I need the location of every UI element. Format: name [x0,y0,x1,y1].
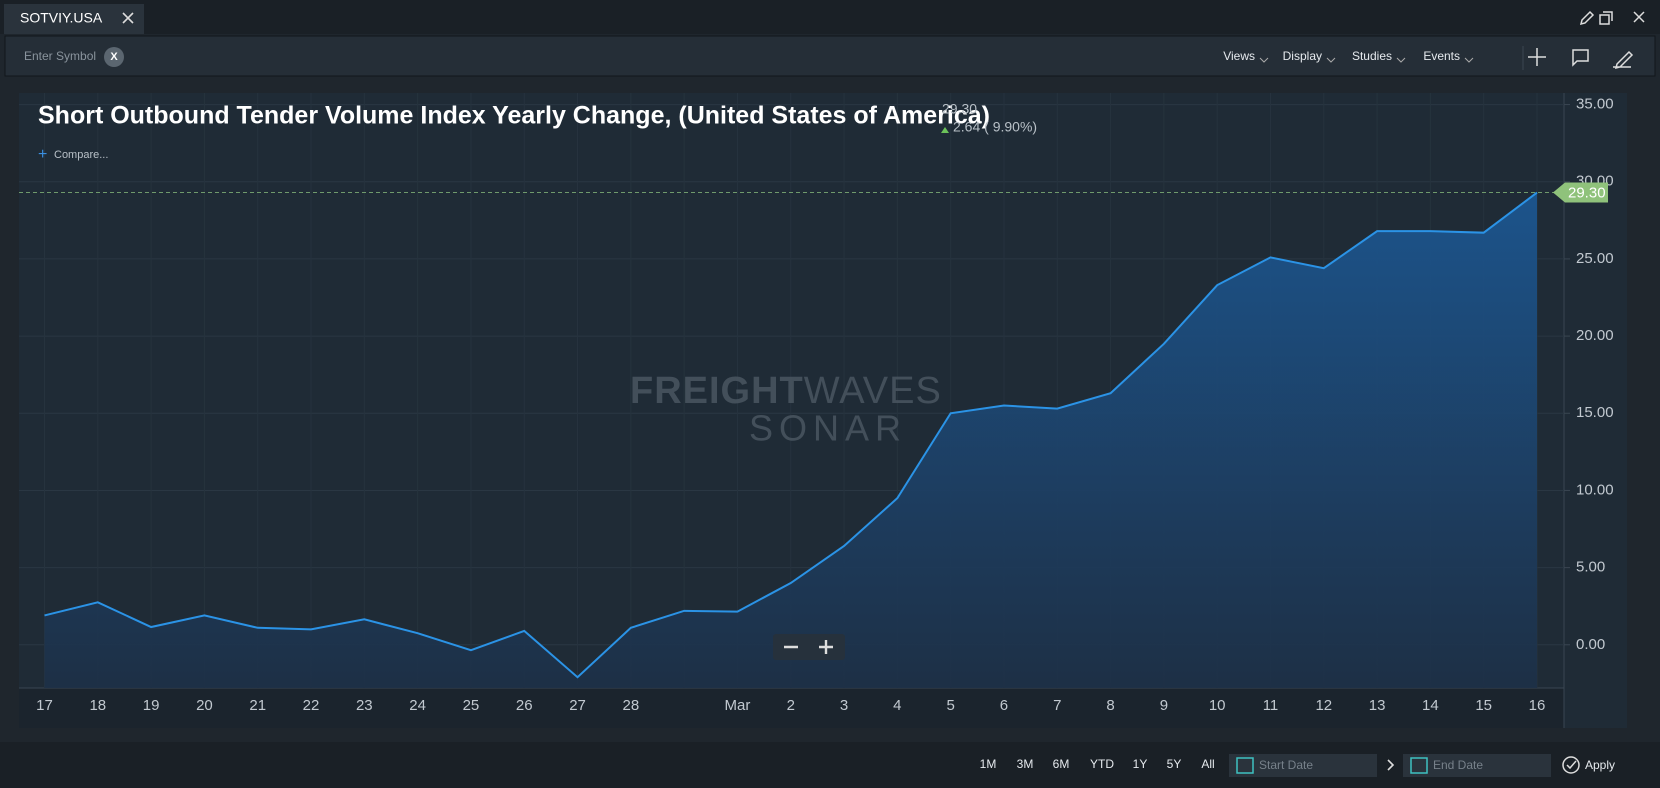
x-tick-label: 26 [516,697,533,714]
date-placeholder: Start Date [1259,758,1313,772]
x-tick-label: 24 [409,697,426,714]
x-tick-label: 12 [1315,697,1332,714]
up-arrow [941,127,949,133]
tab-title: SOTVIY.USA [20,10,103,26]
last-value-tag [1553,182,1608,203]
menu-caret [1396,57,1406,63]
tab-bar [0,0,1660,34]
x-tick-label: 19 [143,697,160,714]
x-tick-label: 22 [303,697,320,714]
menu-caret [1464,57,1474,63]
last-price: 29.30 [942,101,977,117]
zoom-control [773,634,845,660]
x-tick-label: 4 [893,697,901,714]
x-tick-label: 27 [569,697,586,714]
symbol-input[interactable]: Enter Symbol [24,49,96,63]
date-arrow [1387,759,1395,771]
menu[interactable]: Display [1283,49,1322,63]
footer [0,742,1660,788]
menu[interactable]: Events [1423,49,1460,63]
date-input[interactable] [1229,754,1377,777]
y-tick-label: 5.00 [1576,559,1605,576]
x-tick-label: 21 [249,697,266,714]
window-icons[interactable] [1579,10,1645,26]
range-button[interactable]: 6M [1053,757,1070,771]
watermark-sub: SONAR [749,408,907,449]
x-tick-label: 7 [1053,697,1061,714]
apply-check [1566,760,1577,770]
watermark: FREIGHTWAVES SONAR [630,370,942,449]
date-input[interactable] [1403,754,1551,777]
range-button[interactable]: All [1201,757,1214,771]
y-tick-label: 15.00 [1576,404,1614,421]
compare-plus[interactable]: + [38,146,47,163]
date-placeholder: End Date [1433,758,1483,772]
chart-title: Short Outbound Tender Volume Index Yearl… [38,102,990,130]
x-axis-band [19,688,1564,728]
line [44,191,1538,679]
x-tick-label: 6 [1000,697,1008,714]
watermark-bold: FREIGHT [630,370,804,412]
calendar-icon [1236,757,1254,774]
x-tick-label: 2 [787,697,795,714]
apply-icon [1562,756,1580,774]
compare[interactable]: Compare... [54,149,108,161]
tool-icons[interactable] [1528,48,1634,70]
x-tick-label: 18 [89,697,106,714]
tab[interactable] [4,4,144,34]
range-button[interactable]: 1M [980,757,997,771]
range-button[interactable]: 5Y [1167,757,1182,771]
x-tick-label: 14 [1422,697,1439,714]
x-tick-label: 17 [36,697,53,714]
x-tick-label: 10 [1209,697,1226,714]
clear-button[interactable] [104,47,124,67]
x-tick-label: 16 [1529,697,1546,714]
y-tick-label: 35.00 [1576,96,1614,113]
y-tick-label: 10.00 [1576,481,1614,498]
range-button[interactable]: 1Y [1133,757,1148,771]
y-tick-label: 0.00 [1576,636,1605,653]
zoom-buttons[interactable] [784,640,833,654]
x-tick-label: 5 [946,697,954,714]
calendar-icon [1410,757,1428,774]
watermark-light: WAVES [804,370,942,412]
toolbar [4,35,1656,77]
y-tick-label: 20.00 [1576,327,1614,344]
clear-label: X [110,51,118,63]
range-button[interactable]: 3M [1017,757,1034,771]
price-change: 2.64 ( 9.90%) [953,119,1037,135]
x-tick-label: 11 [1263,697,1279,714]
x-tick-label: 8 [1106,697,1114,714]
menu[interactable]: Studies [1352,49,1392,63]
watermark-text: FREIGHTWAVES [630,370,942,412]
x-tick-label: 28 [622,697,639,714]
tab-close[interactable] [122,12,134,24]
menu-caret [1259,57,1269,63]
x-tick-label: 13 [1369,697,1386,714]
x-tick-label: Mar [725,697,751,714]
x-tick-label: 3 [840,697,848,714]
range-button[interactable]: YTD [1090,757,1114,771]
menu-caret [1326,57,1336,63]
last-value-label: 29.30 [1568,185,1606,202]
y-tick-label: 25.00 [1576,250,1614,267]
area-fill [44,192,1537,688]
menu[interactable]: Views [1223,49,1255,63]
apply-button[interactable]: Apply [1585,758,1615,772]
x-tick-label: 25 [463,697,480,714]
x-tick-label: 23 [356,697,373,714]
x-tick-label: 20 [196,697,213,714]
x-tick-label: 9 [1160,697,1168,714]
x-tick-label: 15 [1475,697,1492,714]
